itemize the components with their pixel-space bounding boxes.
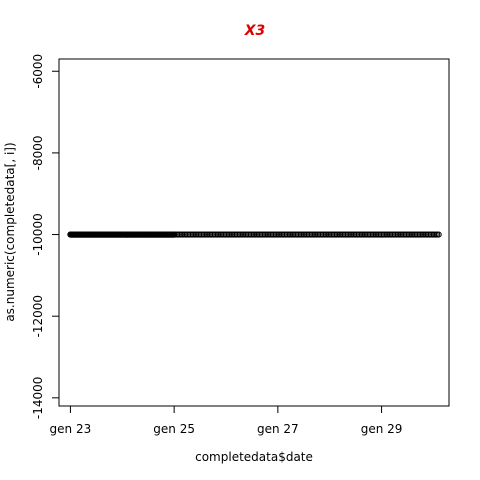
x-tick-label: gen 25: [153, 422, 195, 436]
y-tick-label: -6000: [31, 54, 45, 89]
y-tick-label: -12000: [31, 295, 45, 338]
x-tick-label: gen 23: [50, 422, 92, 436]
y-axis: -14000 -12000 -10000 -8000 -6000: [31, 54, 59, 419]
y-tick-label: -10000: [31, 213, 45, 256]
y-tick-label: -14000: [31, 377, 45, 420]
x-tick-label: gen 29: [361, 422, 403, 436]
sparse-point-run: [172, 232, 442, 237]
x-axis: gen 23 gen 25 gen 27 gen 29: [50, 406, 403, 436]
data-points: [68, 232, 441, 237]
x-tick-label: gen 27: [257, 422, 299, 436]
y-tick-label: -8000: [31, 135, 45, 170]
dense-point-run: [68, 232, 177, 237]
y-axis-label: as.numeric(completedata[, i]): [3, 142, 17, 321]
x-axis-label: completedata$date: [195, 450, 313, 464]
chart-title: X3: [244, 23, 266, 39]
